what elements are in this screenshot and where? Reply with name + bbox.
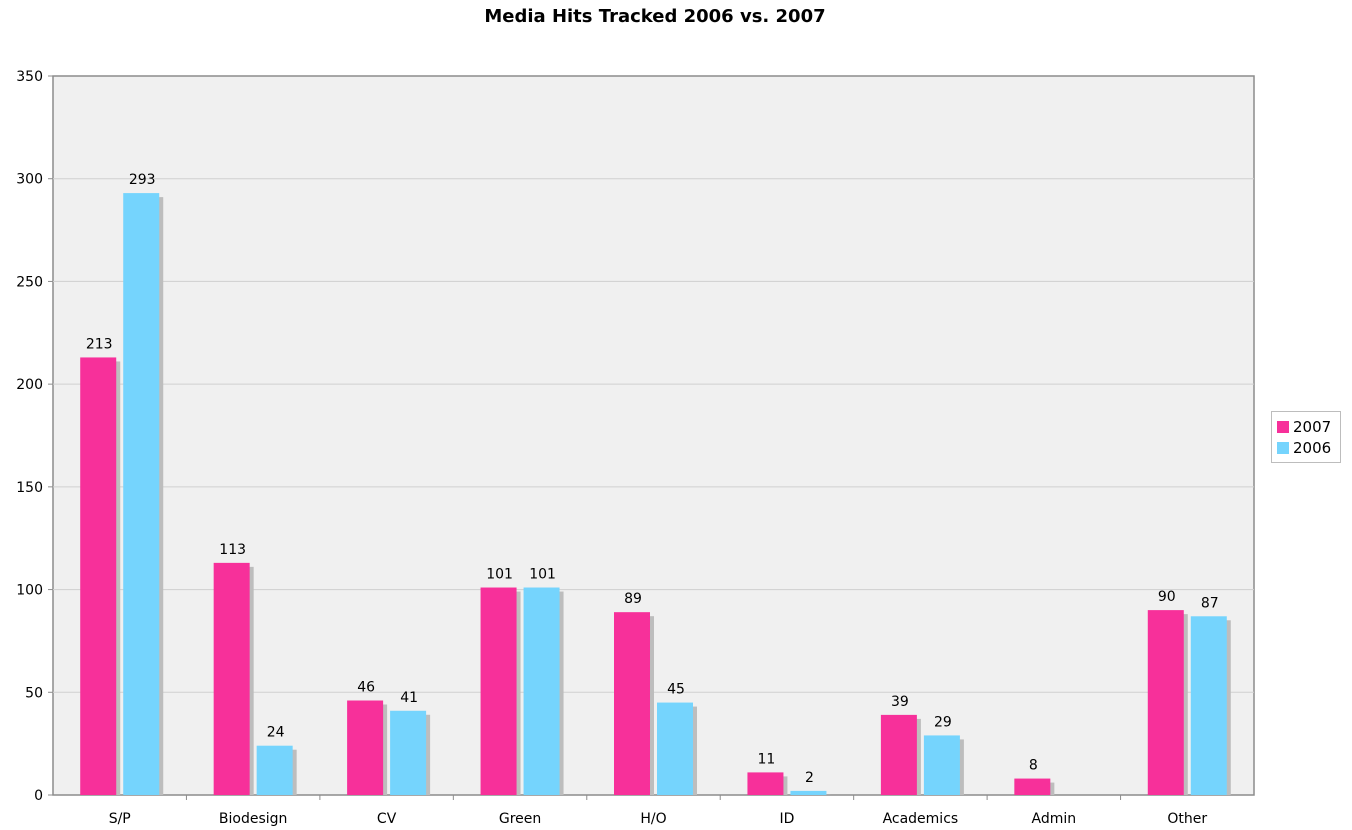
x-tick-label-H/O: H/O [640,811,666,827]
axes [48,75,1122,800]
y-tick-label-150: 150 [16,480,43,496]
y-tick-label-300: 300 [16,172,43,188]
data-label-2007-H/O: 89 [624,591,642,607]
data-label-2007-ID: 11 [758,751,776,767]
bar-2007-H/O [614,612,650,795]
bar-2006-Biodesign [256,745,293,795]
data-label-2007-Academics: 39 [891,694,909,710]
data-label-2006-Academics: 29 [934,714,952,730]
x-tick-label-Academics: Academics [883,811,959,827]
bars [80,193,1231,795]
bar-2007-Biodesign [213,562,250,795]
bar-2007-Other [1147,610,1184,795]
bar-2007-S/P [80,357,117,795]
bar-2007-Admin [1014,778,1051,795]
data-label-2007-Biodesign: 113 [219,542,246,558]
x-tick-label-ID: ID [779,811,794,827]
data-label-2006-H/O: 45 [667,682,685,698]
x-tick-label-Admin: Admin [1032,811,1077,827]
legend-swatch-2006 [1277,441,1289,454]
legend-item-2007: 2007 [1277,416,1335,437]
y-tick-label-50: 50 [25,685,43,701]
chart-title: Media Hits Tracked 2006 vs. 2007 [484,6,826,27]
data-label-2006-ID: 2 [805,770,814,786]
x-tick-label-Other: Other [1167,811,1207,827]
labels: 0 50 100 150 200 250 300 350 S/P 213 293 Biodesign 1… [16,69,1218,827]
data-label-2007-S/P: 213 [86,336,113,352]
data-label-2007-Other: 90 [1158,589,1176,605]
bar-2006-Green [523,587,560,795]
y-tick-label-200: 200 [16,377,43,393]
data-label-2007-CV: 46 [357,680,375,696]
y-tick-label-100: 100 [16,583,43,599]
bar-2006-ID [790,790,827,795]
data-label-2006-CV: 41 [400,690,418,706]
y-tick-label-0: 0 [34,788,43,804]
legend-label-2007: 2007 [1293,417,1332,436]
data-label-2006-Green: 101 [529,567,556,583]
bar-2006-H/O [657,702,693,795]
bar-2006-S/P [123,193,160,795]
data-label-2006-Biodesign: 24 [267,725,285,741]
bar-2007-ID [747,772,784,795]
bar-2006-Academics [923,735,960,795]
legend: 2007 2006 [1271,411,1341,463]
data-label-2007-Green: 101 [486,567,513,583]
data-label-2007-Admin: 8 [1029,758,1038,774]
bar-2007-Academics [880,714,917,795]
bar-2006-CV [390,710,427,795]
y-tick-label-350: 350 [16,69,43,85]
bar-2006-Other [1190,616,1227,795]
legend-swatch-2007 [1277,420,1289,433]
legend-label-2006: 2006 [1293,438,1332,457]
x-tick-label-S/P: S/P [109,811,131,827]
x-tick-label-Biodesign: Biodesign [219,811,288,827]
bar-2007-CV [347,700,384,795]
x-tick-label-CV: CV [377,811,397,827]
data-label-2006-S/P: 293 [129,172,156,188]
data-label-2006-Other: 87 [1201,595,1219,611]
legend-item-2006: 2006 [1277,437,1335,458]
bar-2007-Green [480,587,517,795]
y-tick-label-250: 250 [16,274,43,290]
x-tick-label-Green: Green [499,811,541,827]
